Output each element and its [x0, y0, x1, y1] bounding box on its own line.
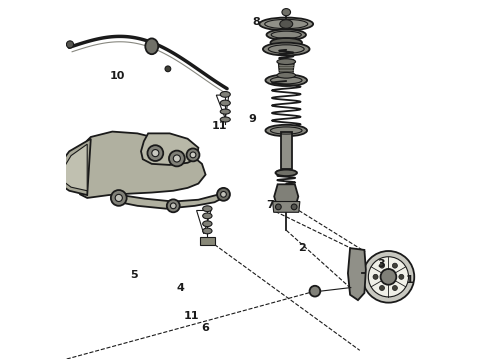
- Text: 11: 11: [212, 121, 228, 131]
- Polygon shape: [64, 144, 87, 191]
- Circle shape: [392, 285, 397, 291]
- Circle shape: [165, 66, 171, 72]
- Polygon shape: [58, 139, 91, 195]
- Ellipse shape: [280, 20, 293, 28]
- Ellipse shape: [263, 42, 310, 55]
- Ellipse shape: [270, 38, 302, 47]
- Circle shape: [373, 274, 378, 279]
- Ellipse shape: [220, 109, 230, 114]
- Ellipse shape: [277, 72, 295, 78]
- Circle shape: [190, 152, 196, 158]
- Circle shape: [368, 257, 409, 297]
- Ellipse shape: [267, 30, 306, 40]
- Text: 9: 9: [248, 114, 256, 124]
- Ellipse shape: [203, 206, 212, 212]
- Circle shape: [67, 41, 74, 48]
- Text: 10: 10: [110, 71, 125, 81]
- Polygon shape: [141, 134, 198, 165]
- Circle shape: [379, 263, 385, 268]
- Ellipse shape: [146, 39, 158, 54]
- Circle shape: [399, 274, 404, 279]
- Text: 1: 1: [406, 275, 414, 285]
- Ellipse shape: [203, 213, 212, 219]
- Polygon shape: [116, 192, 225, 209]
- Polygon shape: [348, 248, 366, 300]
- Text: 7: 7: [266, 200, 274, 210]
- Text: 2: 2: [298, 243, 306, 253]
- Ellipse shape: [277, 59, 295, 64]
- Ellipse shape: [220, 91, 230, 97]
- Ellipse shape: [266, 125, 307, 136]
- Ellipse shape: [259, 18, 313, 31]
- Circle shape: [310, 286, 320, 297]
- Text: 8: 8: [252, 17, 260, 27]
- Circle shape: [111, 190, 126, 206]
- Circle shape: [381, 269, 396, 285]
- Circle shape: [187, 148, 199, 161]
- Text: 3: 3: [377, 259, 385, 269]
- Circle shape: [147, 145, 163, 161]
- Polygon shape: [272, 202, 300, 212]
- Ellipse shape: [220, 100, 230, 106]
- Circle shape: [171, 203, 176, 209]
- Text: 5: 5: [130, 270, 138, 280]
- Circle shape: [392, 263, 397, 268]
- Polygon shape: [280, 132, 292, 169]
- Polygon shape: [278, 62, 294, 75]
- Ellipse shape: [220, 117, 230, 122]
- Ellipse shape: [203, 228, 212, 234]
- Circle shape: [275, 204, 281, 210]
- Text: 4: 4: [176, 283, 184, 293]
- Circle shape: [363, 251, 414, 303]
- Ellipse shape: [266, 75, 307, 86]
- Ellipse shape: [275, 170, 297, 176]
- Circle shape: [291, 204, 297, 210]
- Circle shape: [217, 188, 230, 201]
- Text: 11: 11: [183, 311, 199, 320]
- Text: 6: 6: [201, 323, 210, 333]
- Polygon shape: [200, 237, 215, 244]
- Polygon shape: [80, 132, 205, 198]
- Circle shape: [379, 285, 385, 291]
- Circle shape: [152, 149, 159, 157]
- Circle shape: [115, 194, 122, 202]
- Circle shape: [167, 199, 180, 212]
- Ellipse shape: [203, 221, 212, 226]
- Circle shape: [173, 155, 180, 162]
- Circle shape: [220, 192, 226, 197]
- Ellipse shape: [282, 9, 291, 16]
- Polygon shape: [274, 184, 298, 209]
- Circle shape: [169, 150, 185, 166]
